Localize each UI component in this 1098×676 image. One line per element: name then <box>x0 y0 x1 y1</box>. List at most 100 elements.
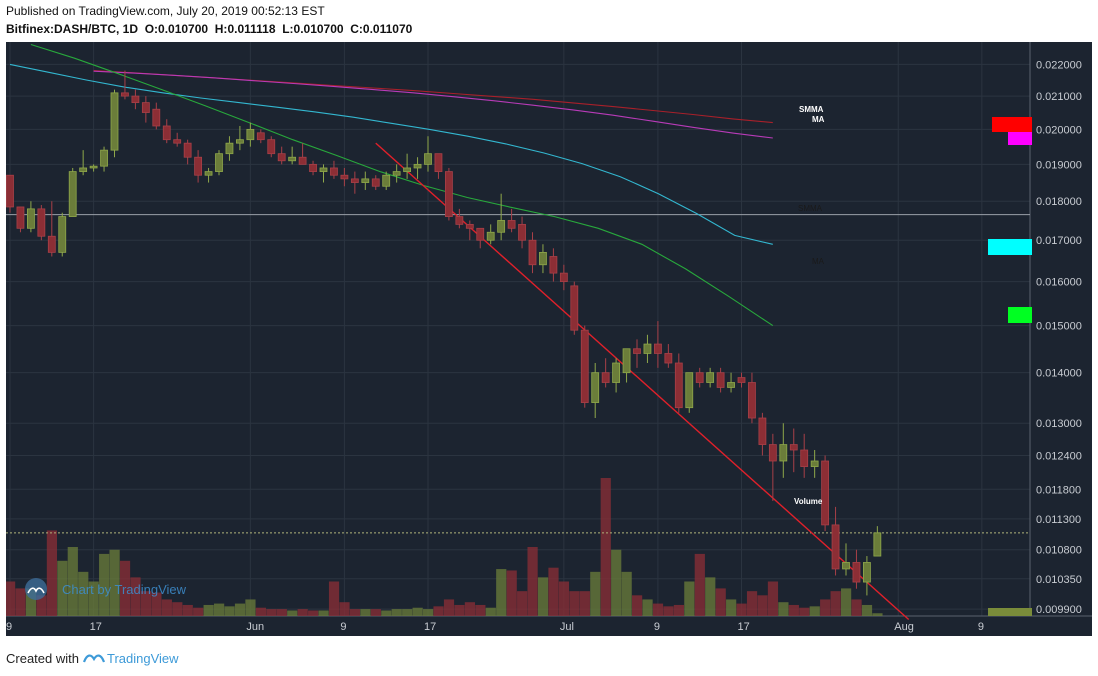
volume-bar <box>443 599 455 616</box>
volume-bar <box>746 591 758 616</box>
volume-bar <box>590 571 601 616</box>
y-tick-label: 0.016000 <box>1036 277 1082 289</box>
candle-body <box>800 449 809 467</box>
candle-body <box>810 460 819 467</box>
candle-body <box>382 174 391 187</box>
candle-body <box>695 372 704 383</box>
volume-bar <box>757 595 768 616</box>
volume-bar <box>715 588 726 616</box>
volume-bar <box>6 581 16 616</box>
candle-body <box>768 444 777 462</box>
y-tick-label: 0.010800 <box>1036 545 1082 557</box>
volume-bar <box>423 609 434 616</box>
y-tick-label: 0.019000 <box>1036 159 1082 171</box>
volume-bar <box>182 604 193 616</box>
candle-body <box>58 216 67 253</box>
candle-body <box>350 178 359 183</box>
volume-bar <box>67 547 78 616</box>
volume-bar <box>99 553 110 616</box>
y-tick-label: 0.017000 <box>1036 235 1082 247</box>
x-tick-label: Jul <box>560 621 574 633</box>
candle-body <box>664 353 673 364</box>
candle-body <box>779 444 788 462</box>
candle-body <box>549 256 558 274</box>
volume-bar <box>861 604 873 616</box>
candle-body <box>26 208 35 229</box>
volume-bar <box>851 599 862 616</box>
ma-cyan-line <box>9 63 773 245</box>
legend-smma-label: SMMA <box>799 105 824 114</box>
candle-body <box>131 95 140 104</box>
smma-red-swatch <box>992 117 1032 132</box>
y-tick-label: 0.012400 <box>1036 450 1082 462</box>
candle-body <box>654 343 662 354</box>
volume-bar <box>203 604 214 616</box>
volume-bar <box>318 610 329 616</box>
close-value: 0.011070 <box>362 22 413 36</box>
candle-body <box>601 372 610 383</box>
volume-bar <box>370 609 381 616</box>
candle-body <box>277 153 286 162</box>
volume-bar <box>841 588 852 616</box>
watermark-logo-icon <box>25 578 47 600</box>
volume-bar <box>684 581 695 616</box>
candle-body <box>225 142 234 155</box>
volume-bar <box>496 569 507 616</box>
candle-body <box>246 128 255 141</box>
volume-bar <box>25 588 37 616</box>
candle-body <box>727 382 735 388</box>
volume-bar <box>830 591 841 616</box>
volume-bar <box>57 560 68 616</box>
volume-bar <box>726 599 737 616</box>
volume-bar <box>663 606 674 616</box>
volume-bar <box>778 602 789 616</box>
volume-bar <box>193 607 204 616</box>
candle-body <box>716 372 725 388</box>
volume-bar <box>632 595 643 616</box>
ma-green-line <box>30 43 774 327</box>
volume-bar <box>642 599 653 616</box>
candle-body <box>497 220 506 233</box>
candle-body <box>591 372 600 403</box>
price-chart[interactable]: 0.022000 0.021000 0.020000 0.019000 0.018000… <box>6 42 1092 636</box>
candle-body <box>256 132 265 141</box>
candle-body <box>152 108 161 127</box>
legend-smma-label-2: SMMA <box>798 204 823 213</box>
y-tick-label: 0.014000 <box>1036 368 1082 380</box>
high-label: H: <box>214 22 228 36</box>
candle-body <box>340 174 349 180</box>
candle-body <box>539 251 547 266</box>
candle-body <box>204 171 213 176</box>
watermark-logo-wave <box>27 587 45 594</box>
candle-body <box>330 167 338 176</box>
volume-bar <box>119 560 131 616</box>
candle-body <box>371 178 380 187</box>
candle-body <box>110 92 119 151</box>
volume-bar <box>36 595 47 616</box>
close-label: C: <box>350 22 363 36</box>
ma-cyan-swatch <box>988 239 1032 255</box>
y-tick-label: 0.013000 <box>1036 418 1082 430</box>
y-tick-label: 0.011300 <box>1036 514 1081 526</box>
x-tick-label: 17 <box>738 621 750 633</box>
x-tick-label: 9 <box>654 621 660 633</box>
volume-bar <box>109 549 120 616</box>
candle-body <box>309 163 317 172</box>
candle-body <box>706 372 715 383</box>
volume-bar <box>161 599 172 616</box>
volume-bar <box>224 606 235 616</box>
ma-magenta-swatch <box>1008 132 1032 145</box>
candle-body <box>392 171 401 176</box>
candle-body <box>674 362 683 409</box>
volume-bar <box>652 603 664 616</box>
candle-body <box>518 223 526 241</box>
ma-magenta-line <box>93 70 773 139</box>
y-tick-label: 0.022000 <box>1036 59 1082 71</box>
tradingview-link[interactable]: TradingView <box>106 651 179 666</box>
candle-body <box>267 139 276 155</box>
chart-area[interactable]: 0.022000 0.021000 0.020000 0.019000 0.018000… <box>6 42 1092 636</box>
candle-body <box>194 156 203 176</box>
legend-ma-label-2: MA <box>812 257 825 266</box>
created-with-label: Created with <box>6 651 79 666</box>
candle-body <box>612 362 620 383</box>
